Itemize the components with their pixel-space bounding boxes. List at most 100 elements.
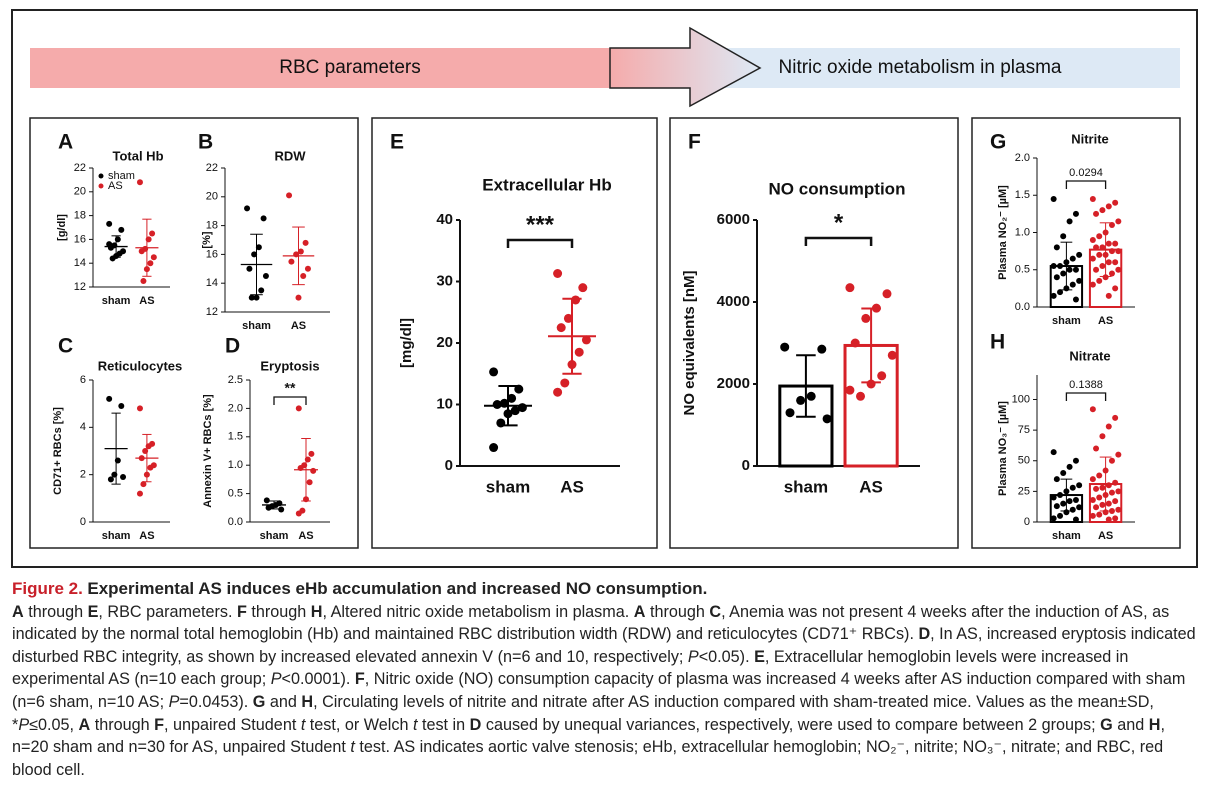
x-tick-label: sham: [486, 477, 530, 496]
y-tick-label: 1.5: [228, 431, 243, 443]
data-point: [1096, 233, 1103, 240]
data-point: [1050, 494, 1057, 501]
data-point: [1099, 501, 1106, 508]
data-point: [1096, 494, 1103, 501]
data-point: [1050, 263, 1057, 270]
x-tick-label: AS: [1098, 530, 1113, 542]
caption-text: test in: [417, 715, 470, 734]
data-point: [1096, 511, 1103, 518]
figure: RBC parameters Nitric oxide metabolism i…: [11, 9, 1198, 568]
y-tick-label: 18: [206, 220, 218, 232]
data-point: [109, 255, 116, 262]
caption-text: , n=20 sham and n=30 for AS, unpaired St…: [12, 715, 1165, 757]
caption-bold: H: [310, 602, 323, 621]
caption-italic: P: [18, 715, 30, 734]
data-point: [492, 400, 502, 409]
caption-text: through: [246, 602, 311, 621]
data-point: [1112, 479, 1119, 486]
y-axis-label: Plasma NO₂⁻ [µM]: [997, 185, 1009, 280]
y-tick-label: 12: [206, 306, 218, 318]
x-tick-label: sham: [1052, 315, 1081, 327]
data-point: [1072, 210, 1079, 217]
chart-title: Nitrate: [1069, 348, 1110, 363]
data-point: [1093, 504, 1100, 511]
data-point: [1108, 270, 1115, 277]
caption-bold: D: [918, 625, 931, 644]
data-point: [295, 294, 302, 301]
caption-italic: P: [270, 670, 282, 689]
y-tick-label: 2.0: [1015, 152, 1030, 164]
data-point: [107, 476, 114, 483]
data-point: [1053, 244, 1060, 251]
y-axis-label: [mg/dl]: [398, 318, 415, 368]
y-tick-label: 18: [74, 210, 86, 222]
data-point: [136, 490, 143, 497]
data-point: [1060, 470, 1067, 476]
y-tick-label: 0.5: [228, 488, 243, 500]
y-axis-label: NO equivalents [nM]: [681, 270, 698, 415]
significance-label: **: [285, 380, 296, 396]
data-point: [1096, 472, 1103, 479]
data-point: [1057, 289, 1064, 296]
data-point: [1053, 274, 1060, 281]
caption: Figure 2. Experimental AS induces eHb ac…: [12, 578, 1204, 781]
caption-bold: E: [754, 647, 765, 666]
data-point: [306, 479, 313, 486]
chart-title: Eryptosis: [260, 358, 319, 373]
data-point: [147, 260, 154, 267]
data-point: [574, 347, 584, 357]
caption-text: <0.05).: [698, 647, 755, 666]
data-point: [1050, 195, 1057, 202]
data-point: [1105, 516, 1112, 523]
caption-text: , In AS, increased eryptosis indicated d…: [12, 625, 1196, 666]
data-point: [136, 179, 143, 186]
data-point: [1069, 281, 1076, 288]
data-point: [1105, 482, 1112, 489]
data-point: [1089, 195, 1096, 202]
x-tick-label: sham: [242, 320, 271, 332]
caption-bold: G: [252, 692, 266, 711]
banner-left: [30, 48, 610, 88]
y-tick-label: 25: [1018, 485, 1030, 497]
data-point: [845, 283, 855, 293]
y-tick-label: 50: [1018, 455, 1030, 467]
data-point: [1050, 449, 1057, 456]
panel-letter: G: [990, 131, 1006, 154]
data-point: [1089, 255, 1096, 262]
y-tick-label: 6: [80, 374, 86, 386]
data-point: [887, 350, 897, 360]
data-point: [1099, 207, 1106, 214]
banner-arrow: [609, 26, 762, 108]
data-point: [1072, 516, 1079, 523]
significance-bracket: [1065, 392, 1107, 401]
data-point: [288, 258, 295, 265]
data-point: [278, 506, 285, 513]
data-point: [1072, 266, 1079, 273]
caption-bold: A: [12, 602, 24, 621]
y-axis-label: [g/dl]: [56, 214, 68, 241]
caption-text: , Extracellular hemoglobin levels were i…: [12, 647, 1129, 689]
data-point: [118, 226, 125, 233]
data-point: [1102, 274, 1109, 281]
data-point: [563, 313, 573, 323]
data-point: [796, 395, 806, 405]
data-point: [1096, 251, 1103, 258]
data-point: [262, 273, 269, 279]
data-point: [1060, 270, 1067, 277]
data-point: [1105, 203, 1112, 210]
data-point: [571, 295, 581, 305]
data-point: [1105, 500, 1112, 507]
y-tick-label: 1.5: [1015, 189, 1030, 201]
caption-italic: t: [350, 738, 355, 757]
panel-frame: [371, 117, 658, 549]
data-point: [1069, 484, 1076, 491]
banner-right-label: Nitric oxide metabolism in plasma: [779, 57, 1062, 78]
caption-body: A through E, RBC parameters. F through H…: [12, 601, 1204, 782]
data-point: [1112, 498, 1119, 505]
data-point: [882, 289, 892, 299]
data-point: [1112, 285, 1119, 292]
y-tick-label: 12: [74, 281, 86, 293]
data-point: [1112, 240, 1119, 247]
data-point: [140, 481, 147, 488]
